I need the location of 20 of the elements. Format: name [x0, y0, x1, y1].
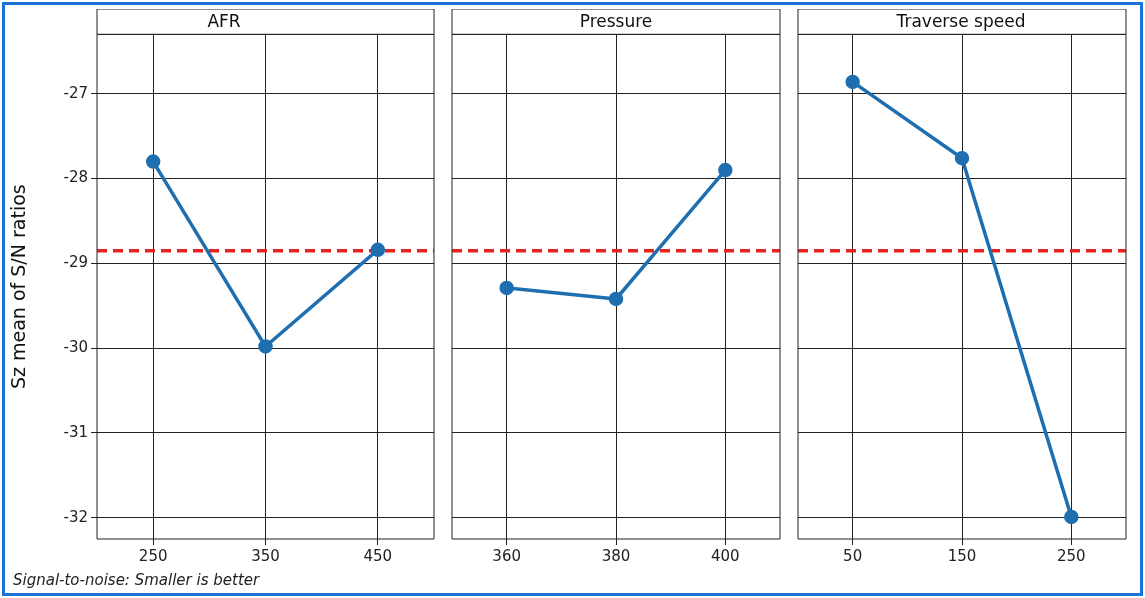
x-tick-label: 400 — [711, 546, 740, 565]
y-tick-label: -28 — [63, 168, 88, 187]
y-tick-label: -31 — [63, 422, 88, 441]
chart-title: AFR — [207, 10, 241, 31]
x-tick-label: 150 — [947, 546, 977, 565]
x-tick-label: 250 — [138, 546, 168, 565]
y-tick-label: -32 — [63, 507, 88, 526]
x-tick-label: 450 — [363, 546, 393, 565]
y-tick-label: -27 — [63, 83, 88, 102]
text: Signal-to-noise: Smaller is better — [13, 571, 260, 589]
x-tick-label: 50 — [843, 546, 863, 565]
y-tick-label: -29 — [63, 253, 88, 272]
chart-title: Traverse speed — [895, 10, 1026, 31]
x-tick-label: 360 — [492, 546, 521, 565]
y-axis-title: Sz mean of S/N ratios — [7, 184, 30, 390]
x-tick-label: 350 — [251, 546, 280, 565]
y-tick-label: -30 — [63, 338, 88, 357]
chart-title: Pressure — [579, 10, 653, 31]
x-tick-label: 380 — [601, 546, 631, 565]
x-tick-label: 250 — [1057, 546, 1086, 565]
